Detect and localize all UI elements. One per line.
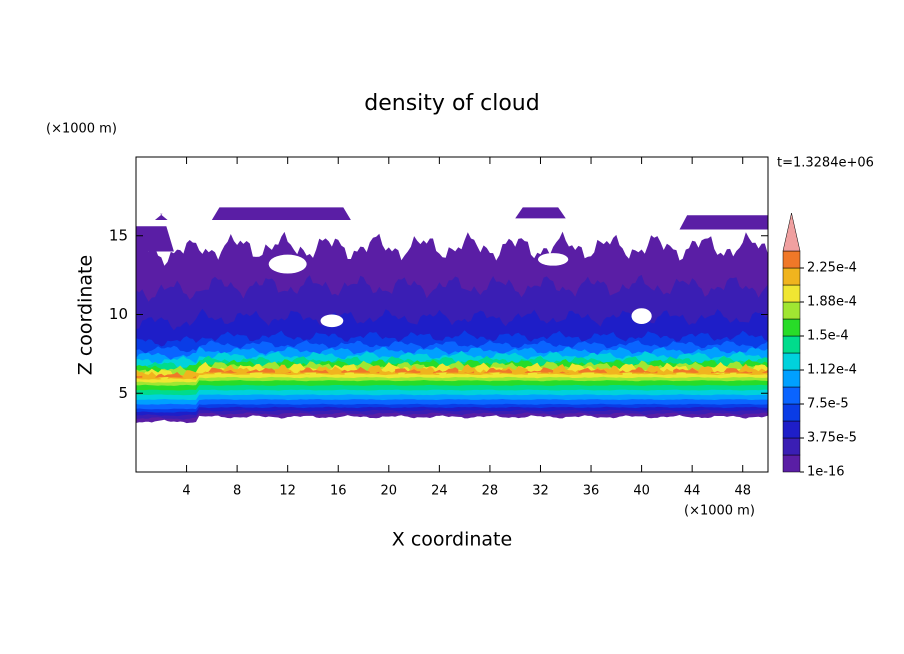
contour-field: [136, 207, 768, 424]
colorbar-box: [782, 301, 801, 320]
contour-band: [515, 207, 566, 219]
cloud-gap: [631, 308, 652, 324]
colorbar-label: 1.12e-4: [807, 363, 857, 378]
colorbar-label: 1e-16: [807, 465, 845, 480]
x-tick-label: 48: [734, 484, 751, 499]
contour-band: [136, 366, 768, 378]
y-tick-label: 15: [109, 226, 128, 244]
colorbar-box: [782, 369, 801, 388]
x-tick-label: 40: [633, 484, 650, 499]
cloud-gap: [537, 253, 569, 266]
contour-band: [211, 207, 351, 220]
x-tick-label: 36: [583, 484, 600, 499]
colorbar-box: [782, 420, 801, 439]
colorbar-box: [782, 437, 801, 456]
x-tick-label: 32: [532, 484, 549, 499]
colorbar-label: 1.5e-4: [807, 329, 849, 344]
colorbar-box: [782, 284, 801, 303]
colorbar-label: 2.25e-4: [807, 261, 857, 276]
colorbar-box: [782, 318, 801, 337]
colorbar-box: [782, 335, 801, 354]
chart-title: density of cloud: [364, 91, 539, 116]
x-tick-label: 20: [381, 484, 398, 499]
x-unit: (×1000 m): [684, 504, 755, 519]
colorbar-box: [782, 267, 801, 286]
colorbar-box: [782, 352, 801, 371]
x-tick-label: 12: [279, 484, 296, 499]
contour-band: [679, 215, 768, 230]
cloud-gap: [320, 314, 344, 328]
colorbar-box: [782, 403, 801, 422]
y-unit: (×1000 m): [46, 122, 117, 137]
x-tick-label: 44: [684, 484, 701, 499]
y-tick-label: 5: [118, 384, 128, 402]
colorbar-box: [782, 454, 801, 473]
colorbar-label: 3.75e-5: [807, 431, 857, 446]
colorbar-label: 1.88e-4: [807, 295, 857, 310]
x-tick-label: 16: [330, 484, 347, 499]
x-tick-label: 8: [233, 484, 241, 499]
y-axis-label: Z coordinate: [75, 255, 97, 375]
time-label: t=1.3284e+06: [777, 156, 874, 171]
x-tick-label: 4: [182, 484, 190, 499]
contour-band: [154, 213, 168, 220]
cloud-gap: [268, 254, 307, 274]
y-tick-label: 10: [109, 305, 128, 323]
x-tick-label: 28: [482, 484, 499, 499]
colorbar-extend: [782, 212, 801, 252]
colorbar-box: [782, 386, 801, 405]
x-tick-label: 24: [431, 484, 448, 499]
x-axis-label: X coordinate: [392, 529, 512, 551]
colorbar-box: [782, 250, 801, 269]
contour-band: [136, 226, 174, 252]
colorbar-label: 7.5e-5: [807, 397, 849, 412]
